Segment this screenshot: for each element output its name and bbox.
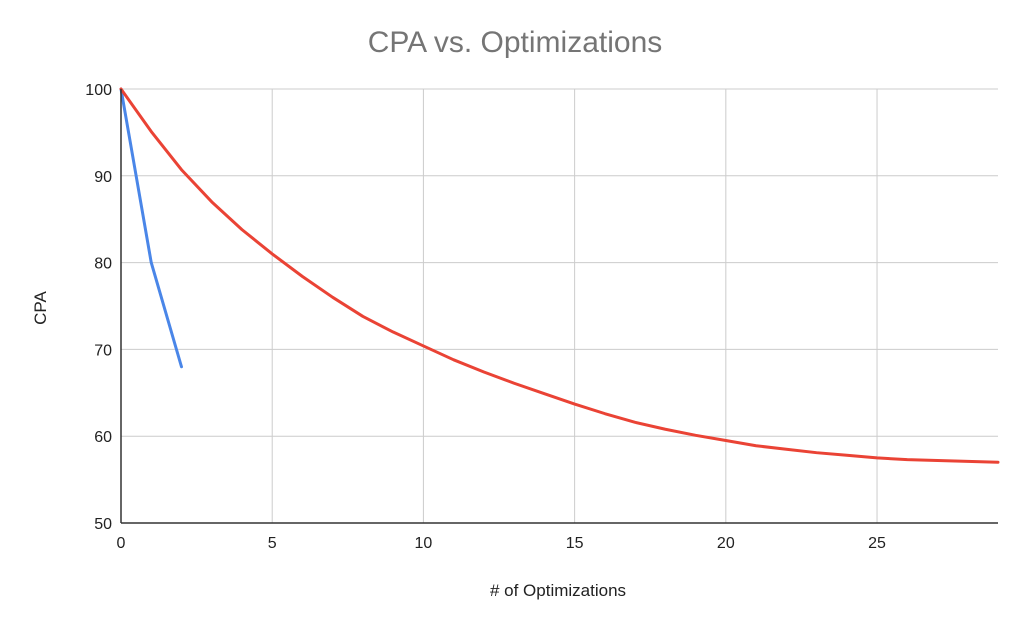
x-tick-label: 15 <box>566 535 584 552</box>
x-axis-label: # of Optimizations <box>490 581 626 600</box>
grid-lines <box>121 88 998 523</box>
y-tick-label: 90 <box>94 169 112 186</box>
y-tick-label: 70 <box>94 342 112 359</box>
tick-labels: 50 60 70 80 90 100 0 5 10 15 20 25 <box>85 82 886 552</box>
x-tick-label: 10 <box>415 535 433 552</box>
x-tick-label: 20 <box>717 535 735 552</box>
series-lines <box>119 87 1000 464</box>
x-tick-label: 0 <box>117 535 126 552</box>
y-tick-label: 60 <box>94 429 112 446</box>
y-tick-label: 100 <box>85 82 112 99</box>
series-line-1 <box>119 87 183 369</box>
axes <box>120 89 998 524</box>
chart-title: CPA vs. Optimizations <box>368 26 663 59</box>
y-axis-label: CPA <box>31 290 50 324</box>
x-tick-label: 25 <box>868 535 886 552</box>
x-tick-label: 5 <box>268 535 277 552</box>
series-line-2 <box>119 87 1000 464</box>
y-tick-label: 50 <box>94 516 112 533</box>
y-tick-label: 80 <box>94 256 112 273</box>
